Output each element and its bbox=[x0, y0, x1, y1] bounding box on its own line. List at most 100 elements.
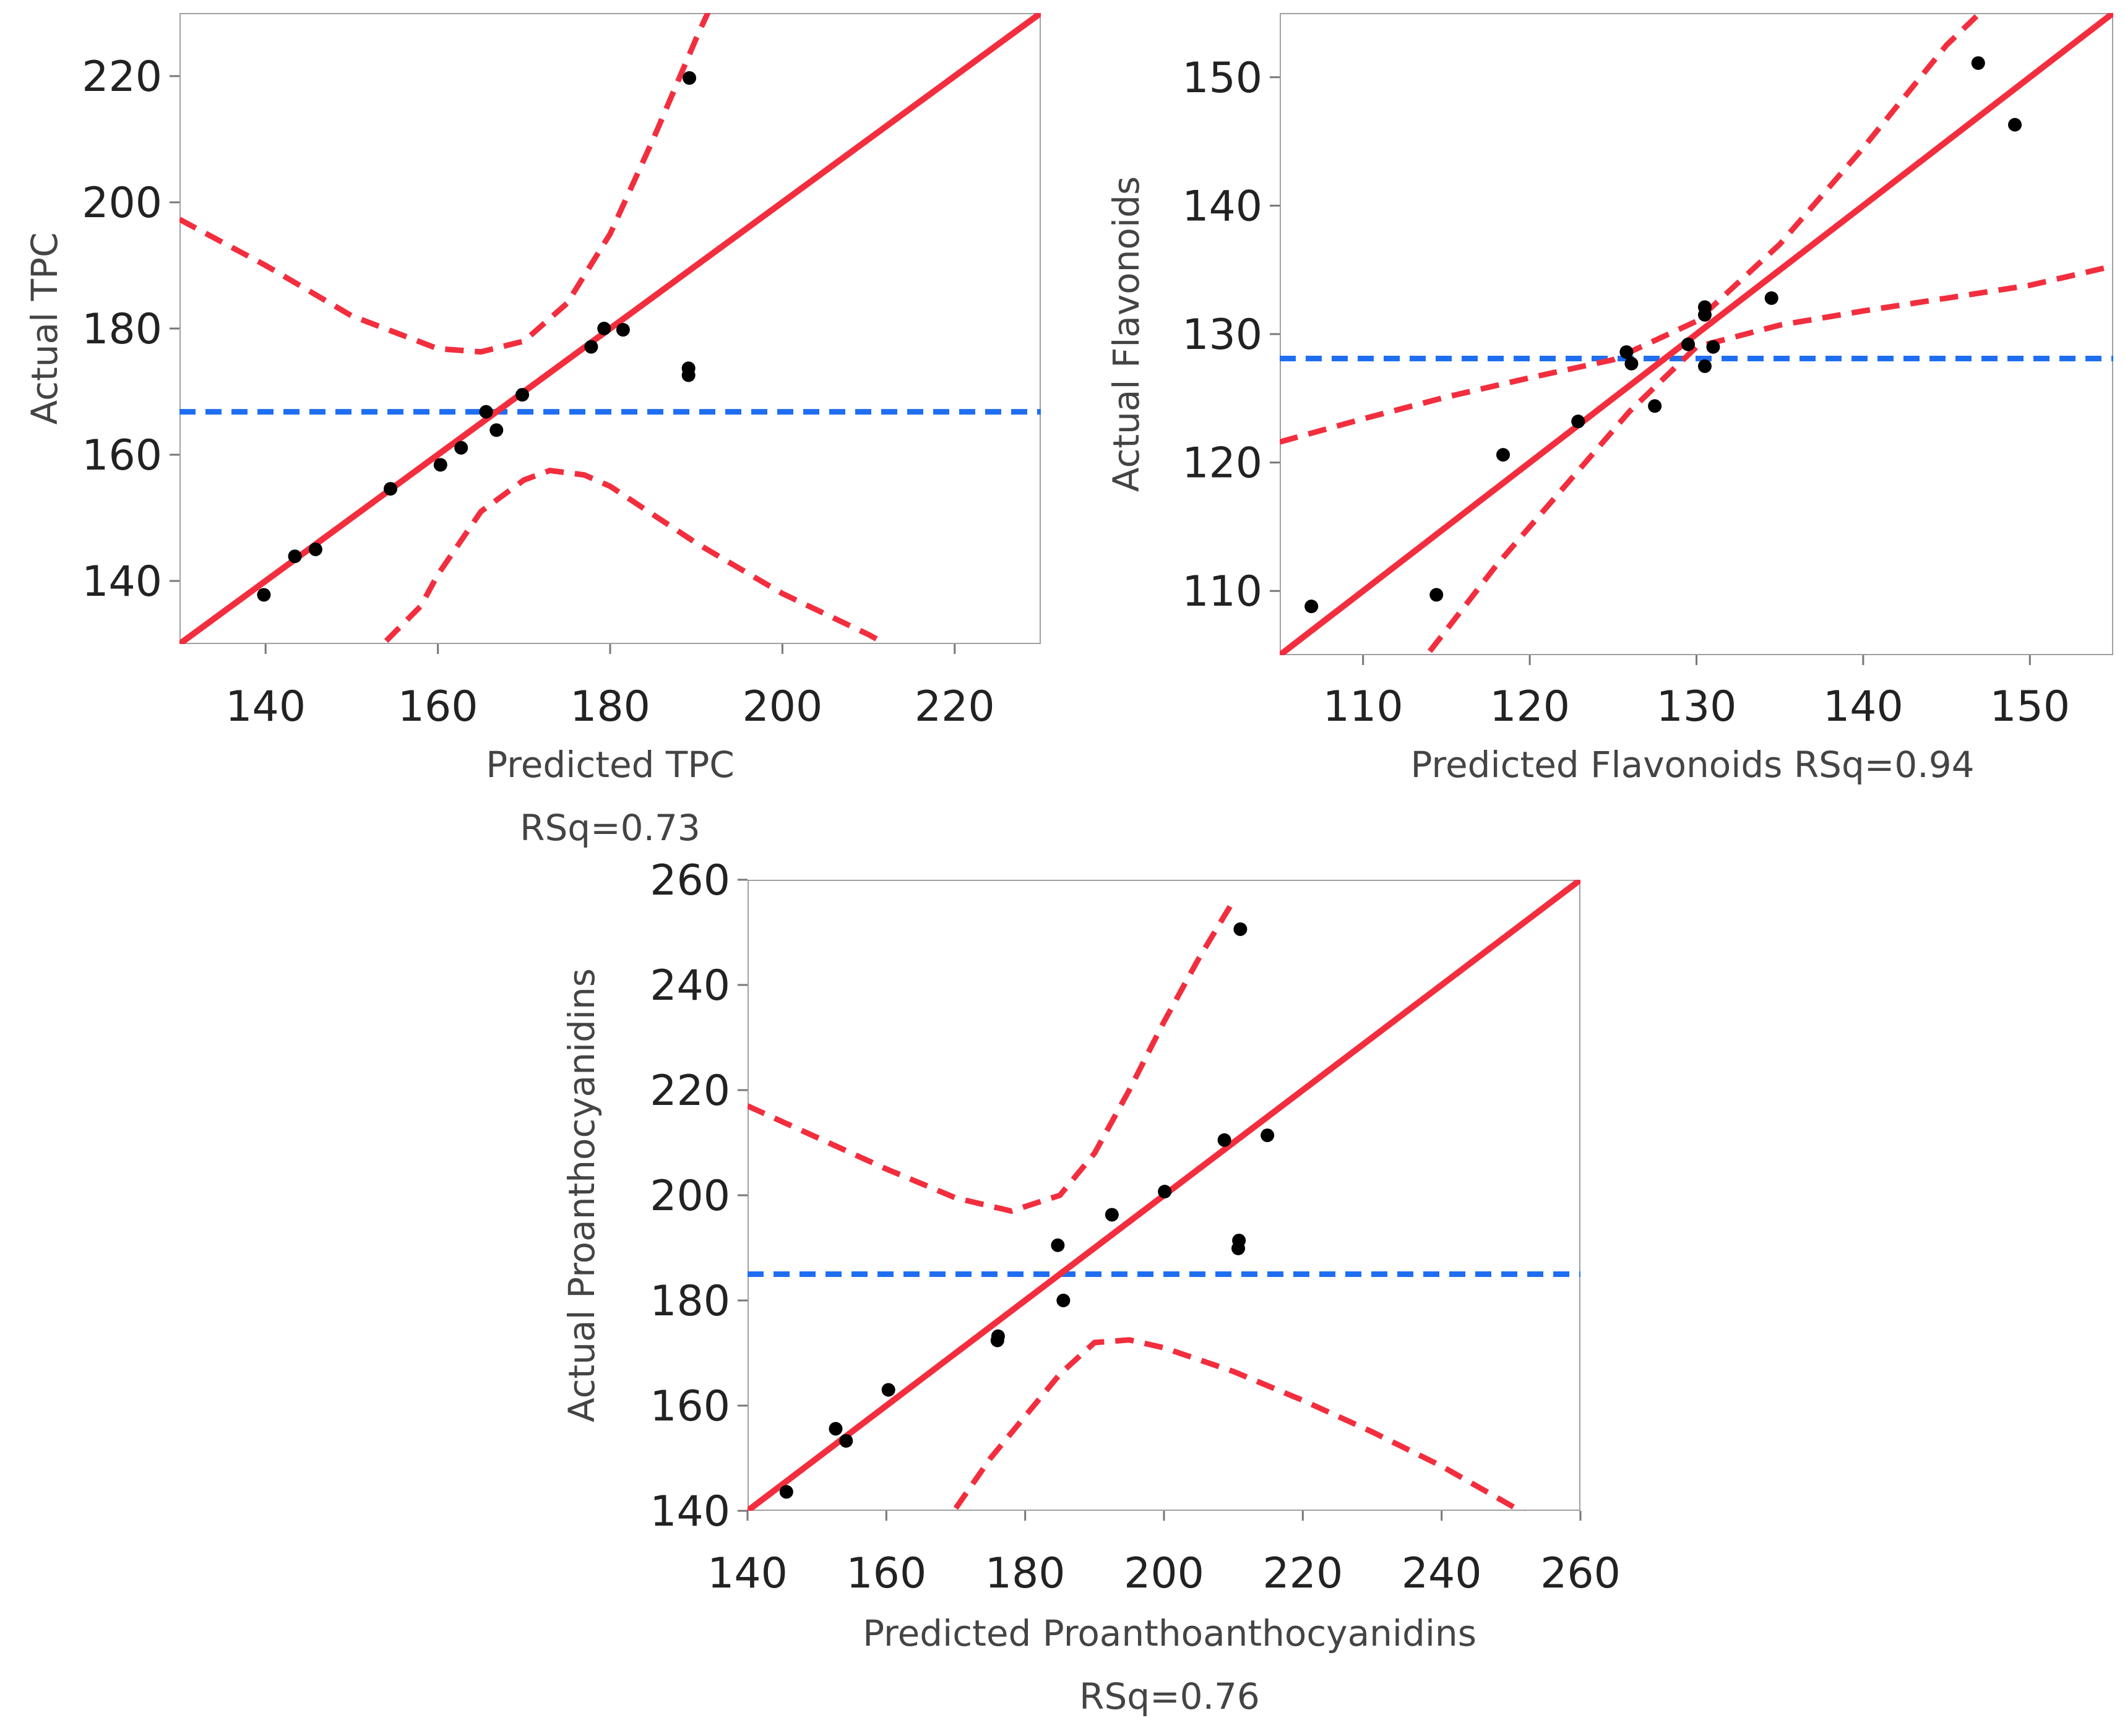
x-tick-label: 220 bbox=[1262, 1549, 1343, 1598]
y-tick-label: 180 bbox=[82, 305, 162, 354]
data-point bbox=[489, 423, 504, 437]
rsq-label-proanthocyanidins: RSq=0.76 bbox=[1079, 1675, 1260, 1717]
x-tick-labels-flavonoids: 110 120 130 140 150 bbox=[1323, 655, 2070, 731]
marks-flavonoids bbox=[1280, 13, 2113, 655]
data-point bbox=[384, 482, 398, 496]
x-tick-label: 160 bbox=[398, 682, 478, 731]
y-tick-label: 160 bbox=[82, 431, 162, 480]
data-point bbox=[1648, 399, 1662, 413]
x-tick-label: 180 bbox=[570, 682, 650, 731]
data-point bbox=[839, 1433, 853, 1448]
plot-area-flavonoids bbox=[1280, 13, 2113, 655]
confidence-curve-upper bbox=[748, 899, 1236, 1214]
x-axis-label-flavonoids: Predicted Flavonoids RSq=0.94 bbox=[1410, 744, 1974, 786]
data-point bbox=[616, 323, 630, 337]
data-point bbox=[515, 388, 530, 402]
x-tick-label: 180 bbox=[985, 1549, 1066, 1598]
data-point bbox=[829, 1422, 843, 1436]
y-tick-label: 260 bbox=[650, 856, 730, 905]
marks-tpc bbox=[179, 13, 1041, 644]
data-point bbox=[584, 340, 598, 354]
data-point bbox=[1697, 307, 1712, 322]
data-point bbox=[1681, 337, 1696, 351]
chart-flavonoids: 110 120 130 140 150 110 120 130 140 150 Predicte… bbox=[1105, 13, 2113, 786]
data-point bbox=[1051, 1238, 1065, 1252]
data-point bbox=[2008, 118, 2022, 132]
y-axis-label-flavonoids: Actual Flavonoids bbox=[1105, 176, 1147, 492]
data-point bbox=[1624, 356, 1639, 371]
data-point bbox=[1217, 1133, 1231, 1147]
data-point bbox=[1158, 1185, 1172, 1199]
data-point bbox=[681, 368, 696, 382]
chart-proanthocyanidins: 140 160 180 200 220 240 260 140 160 180 200 220 240… bbox=[561, 856, 1621, 1717]
data-point bbox=[1619, 345, 1634, 359]
x-tick-label: 140 bbox=[707, 1549, 788, 1598]
chart-tpc: 140 160 180 200 220 140 160 180 200 220 Predicte… bbox=[24, 13, 1041, 849]
data-point bbox=[1971, 56, 1985, 70]
data-point bbox=[479, 405, 493, 419]
data-point bbox=[683, 71, 697, 85]
data-point bbox=[1706, 340, 1720, 354]
y-tick-label: 120 bbox=[1182, 439, 1262, 488]
data-point bbox=[991, 1329, 1005, 1343]
confidence-curve-lower bbox=[1427, 263, 2113, 653]
x-tick-label: 260 bbox=[1540, 1549, 1621, 1598]
y-tick-label: 150 bbox=[1182, 54, 1262, 103]
data-point bbox=[1261, 1128, 1275, 1143]
y-tick-label: 220 bbox=[650, 1067, 730, 1115]
data-point bbox=[1105, 1208, 1119, 1222]
x-tick-label: 110 bbox=[1323, 682, 1403, 731]
y-tick-labels-tpc: 140 160 180 200 220 bbox=[82, 53, 179, 606]
y-tick-label: 180 bbox=[650, 1277, 730, 1326]
data-point bbox=[454, 440, 468, 455]
y-tick-label: 200 bbox=[650, 1172, 730, 1221]
data-point bbox=[1304, 599, 1319, 614]
y-tick-label: 240 bbox=[650, 961, 730, 1010]
fit-line bbox=[1280, 13, 2113, 655]
x-tick-label: 140 bbox=[1823, 682, 1903, 731]
data-point bbox=[288, 549, 302, 564]
data-point bbox=[1764, 291, 1778, 305]
x-tick-label: 200 bbox=[1124, 1549, 1204, 1598]
data-point bbox=[1056, 1294, 1071, 1307]
data-point bbox=[597, 322, 611, 335]
data-point bbox=[1429, 588, 1444, 602]
y-tick-label: 220 bbox=[82, 53, 162, 101]
x-tick-labels-proanthocyanidins: 140 160 180 200 220 240 260 bbox=[707, 1511, 1621, 1598]
y-tick-label: 110 bbox=[1182, 567, 1262, 616]
data-point bbox=[1496, 448, 1510, 462]
y-tick-label: 130 bbox=[1182, 311, 1262, 359]
x-tick-label: 200 bbox=[743, 682, 823, 731]
y-tick-label: 140 bbox=[650, 1487, 730, 1536]
x-axis-label-proanthocyanidins: Predicted Proanthoanthocyanidins bbox=[863, 1612, 1476, 1654]
x-tick-label: 220 bbox=[915, 682, 995, 731]
data-point bbox=[779, 1485, 793, 1499]
data-point bbox=[433, 458, 447, 472]
confidence-curve-upper bbox=[1280, 13, 1982, 445]
plot-area-tpc bbox=[179, 13, 1041, 644]
x-tick-label: 140 bbox=[225, 682, 306, 731]
rsq-label-tpc: RSq=0.73 bbox=[520, 807, 700, 849]
y-tick-label: 160 bbox=[650, 1382, 730, 1431]
marks-proanthocyanidins bbox=[748, 880, 1580, 1511]
confidence-curve-upper bbox=[179, 13, 711, 355]
y-tick-label: 200 bbox=[82, 179, 162, 228]
y-tick-label: 140 bbox=[82, 557, 162, 606]
data-point bbox=[1232, 1234, 1246, 1248]
y-axis-label-tpc: Actual TPC bbox=[24, 232, 66, 424]
plot-area-proanthocyanidins bbox=[748, 880, 1580, 1511]
data-point bbox=[1697, 359, 1712, 373]
x-tick-label: 160 bbox=[846, 1549, 926, 1598]
x-tick-labels-tpc: 140 160 180 200 220 bbox=[225, 644, 995, 731]
data-point bbox=[308, 543, 322, 556]
data-point bbox=[1571, 415, 1585, 429]
x-tick-label: 240 bbox=[1402, 1549, 1482, 1598]
y-tick-label: 140 bbox=[1182, 182, 1262, 231]
y-tick-labels-flavonoids: 110 120 130 140 150 bbox=[1182, 54, 1280, 616]
x-tick-label: 130 bbox=[1657, 682, 1737, 731]
data-point bbox=[257, 588, 271, 602]
y-axis-label-proanthocyanidins: Actual Proanthocyanidins bbox=[561, 968, 603, 1422]
x-tick-label: 150 bbox=[1989, 682, 2070, 731]
data-point bbox=[1233, 922, 1248, 936]
